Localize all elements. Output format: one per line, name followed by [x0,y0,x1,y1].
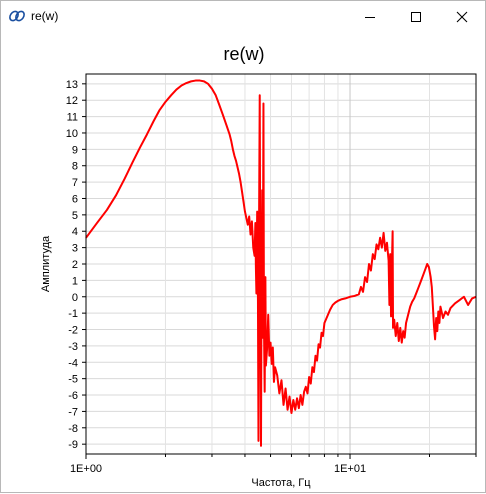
y-tick-label: 5 [72,210,78,222]
y-tick-label: -9 [68,439,78,451]
y-tick-label: 3 [72,243,78,255]
x-axis-label: Частота, Гц [251,477,311,489]
y-axis-label: Амплитуда [40,235,52,293]
y-tick-label: -4 [68,357,78,369]
minimize-icon [365,16,375,18]
y-tick-label: -8 [68,423,78,435]
y-tick-label: -5 [68,374,78,386]
y-tick-label: 9 [72,144,78,156]
maximize-button[interactable] [393,1,439,32]
y-tick-label: -2 [68,325,78,337]
series-line [85,79,477,447]
x-tick-label: 1E+01 [334,463,366,475]
x-tick-label: 1E+00 [70,463,102,475]
y-tick-label: -6 [68,390,78,402]
y-tick-label: 10 [66,128,78,140]
line-chart: -9-8-7-6-5-4-3-2-10123456789101112131E+0… [66,73,477,475]
y-tick-label: 0 [72,292,78,304]
y-tick-label: 7 [72,177,78,189]
y-tick-label: -7 [68,406,78,418]
y-tick-label: -3 [68,341,78,353]
y-tick-label: -1 [68,308,78,320]
plot-frame [85,73,477,455]
chart-area: -9 -8 -7 -6 -5 -4 -3 -2 -1 0 1 2 3 4 5 6 7 8 9 10 11 12 13 1E+0… [1,32,486,494]
y-tick-label: 2 [72,259,78,271]
y-tick-label: 8 [72,161,78,173]
y-tick-label: 4 [72,226,78,238]
chart-title: re(w) [223,44,265,64]
y-tick-label: 11 [67,112,78,124]
title-bar[interactable]: re(w) [1,1,485,32]
window-title: re(w) [31,9,59,23]
y-tick-label: 12 [66,95,78,107]
y-tick-label: 1 [72,275,78,287]
y-tick-label: 6 [72,193,78,205]
close-icon [456,11,468,22]
close-button[interactable] [439,1,485,32]
minimize-button[interactable] [347,1,393,32]
maximize-icon [411,11,421,22]
chart-app-icon [9,9,25,23]
y-tick-label: 13 [66,79,78,91]
